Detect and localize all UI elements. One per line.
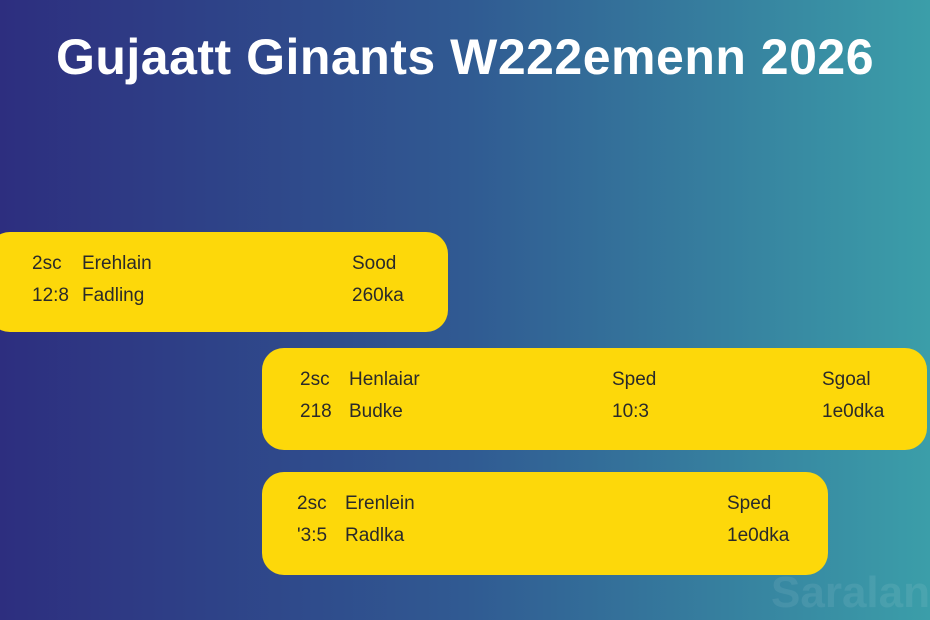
card-cell: Fadling [82, 285, 145, 306]
card-cell: Sood [352, 253, 397, 274]
card: 2sc Henlaiar Sped Sgoal 218 Budke 10:3 1e0dka [262, 348, 927, 450]
watermark: Saralan [771, 568, 930, 617]
card-cell: Sped [612, 369, 657, 390]
card-cell: 2sc [297, 493, 327, 514]
card: 2sc Erehlain Sood 12:8 Fadling 260ka [0, 232, 448, 332]
card-cell: Budke [349, 401, 403, 422]
card-cell: Sped [727, 493, 772, 514]
card-cell: 2sc [300, 369, 330, 390]
card-cell: 1e0dka [727, 525, 790, 546]
card-cell: Erenlein [345, 493, 415, 514]
card-cell: 1e0dka [822, 401, 885, 422]
card-cell: Sgoal [822, 369, 871, 390]
card-cell: Radlka [345, 525, 405, 546]
card-cell: Henlaiar [349, 369, 420, 390]
card-cell: 12:8 [32, 285, 69, 306]
card-cell: Erehlain [82, 253, 152, 274]
card-cell: 2sc [32, 253, 62, 274]
card-cell: '3:5 [297, 525, 328, 546]
card-cell: 260ka [352, 285, 404, 306]
card-cell: 10:3 [612, 401, 649, 422]
title: Gujaatt Ginants W222emenn 2026 [55, 29, 875, 85]
card-cell: 218 [300, 401, 332, 422]
card: 2sc Erenlein Sped '3:5 Radlka 1e0dka [262, 472, 828, 575]
